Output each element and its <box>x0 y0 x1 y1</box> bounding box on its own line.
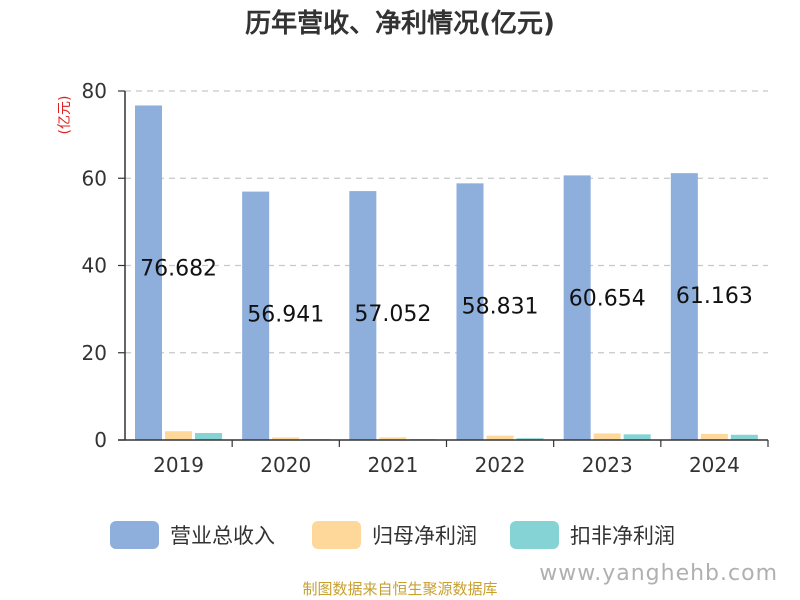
x-tick-label: 2020 <box>260 453 311 477</box>
bar-2-2024 <box>730 434 758 440</box>
data-label: 56.941 <box>247 303 324 328</box>
legend: 营业总收入 归母净利润 扣非净利润 <box>110 521 675 549</box>
bar-0-2020 <box>242 191 270 440</box>
bar-1-2024 <box>700 433 728 440</box>
bars <box>135 105 758 441</box>
legend-label: 扣非净利润 <box>570 524 675 548</box>
bar-1-2021 <box>379 437 407 440</box>
bar-1-2022 <box>486 435 514 440</box>
bar-2-2023 <box>623 434 651 440</box>
y-tick-label: 60 <box>82 166 107 190</box>
bar-1-2019 <box>165 431 192 440</box>
data-label: 58.831 <box>462 294 539 319</box>
bar-0-2024 <box>670 173 698 441</box>
legend-label: 营业总收入 <box>170 524 275 548</box>
bar-0-2023 <box>563 175 591 441</box>
bar-1-2023 <box>593 433 621 440</box>
data-label: 60.654 <box>569 286 646 311</box>
legend-swatch <box>312 521 361 549</box>
bar-0-2022 <box>456 183 484 440</box>
legend-label: 归母净利润 <box>372 524 477 548</box>
x-tick-label: 2019 <box>153 453 204 477</box>
x-tick-label: 2021 <box>367 453 418 477</box>
x-tick-label: 2022 <box>475 453 526 477</box>
legend-swatch <box>110 521 159 549</box>
data-label: 61.163 <box>676 284 753 309</box>
data-label: 76.682 <box>140 256 217 281</box>
y-tick-label: 80 <box>82 79 107 103</box>
bar-2-2022 <box>516 438 544 440</box>
bar-2-2019 <box>195 433 222 440</box>
y-axis-label: (亿元) <box>57 96 73 135</box>
bar-0-2019 <box>135 105 162 440</box>
x-tick-label: 2023 <box>582 453 633 477</box>
bar-0-2021 <box>349 191 377 440</box>
legend-swatch <box>510 521 559 549</box>
bar-1-2020 <box>272 437 300 440</box>
y-tick-label: 20 <box>82 341 107 365</box>
gridlines <box>125 90 768 354</box>
y-tick-label: 0 <box>94 428 107 452</box>
y-tick-label: 40 <box>82 254 107 278</box>
x-tick-label: 2024 <box>689 453 740 477</box>
data-labels: 76.682 56.941 57.052 58.831 60.654 61.163 <box>140 256 753 327</box>
source-note: 制图数据来自恒生聚源数据库 <box>302 580 497 598</box>
watermark: www.yanghehb.com <box>539 561 778 586</box>
chart-title: 历年营收、净利情况(亿元) <box>245 8 555 39</box>
data-label: 57.052 <box>354 302 431 327</box>
axes: 0 20 40 60 80 2019 2020 2021 2022 2023 2024 <box>82 79 769 477</box>
